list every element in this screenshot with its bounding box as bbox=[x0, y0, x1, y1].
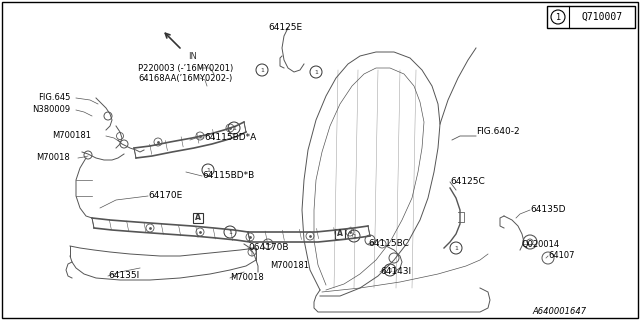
Text: N380009: N380009 bbox=[32, 106, 70, 115]
Text: 64170E: 64170E bbox=[148, 191, 182, 201]
Text: M70018: M70018 bbox=[36, 154, 70, 163]
Text: 64115BC: 64115BC bbox=[368, 239, 409, 249]
Text: 1: 1 bbox=[556, 12, 561, 21]
Text: 1: 1 bbox=[352, 234, 356, 238]
Text: 64135D: 64135D bbox=[530, 205, 566, 214]
Bar bbox=[193, 213, 203, 223]
Text: M70018: M70018 bbox=[230, 274, 264, 283]
Text: 1: 1 bbox=[314, 69, 318, 75]
Text: 1: 1 bbox=[260, 68, 264, 73]
Text: FIG.645: FIG.645 bbox=[38, 93, 70, 102]
Text: 64125E: 64125E bbox=[268, 23, 302, 33]
Text: 64115BD*A: 64115BD*A bbox=[204, 133, 256, 142]
Text: 64115BD*B: 64115BD*B bbox=[202, 172, 254, 180]
Bar bbox=[547, 6, 635, 28]
Text: 1: 1 bbox=[206, 167, 210, 172]
Text: 64125C: 64125C bbox=[450, 178, 484, 187]
Text: P220003 (-’16MY0201): P220003 (-’16MY0201) bbox=[138, 63, 233, 73]
Text: 1: 1 bbox=[388, 268, 392, 273]
Text: Q710007: Q710007 bbox=[581, 12, 623, 22]
Text: FIG.640-2: FIG.640-2 bbox=[476, 127, 520, 137]
Text: A: A bbox=[337, 229, 343, 238]
Text: 064170B: 064170B bbox=[248, 244, 289, 252]
Text: M700181: M700181 bbox=[270, 261, 309, 270]
Text: 64143I: 64143I bbox=[380, 268, 411, 276]
Text: 1: 1 bbox=[228, 229, 232, 235]
Text: 64168AA(’16MY0202-): 64168AA(’16MY0202-) bbox=[138, 74, 232, 83]
Text: A: A bbox=[195, 213, 201, 222]
Text: M700181: M700181 bbox=[52, 132, 91, 140]
Text: 64107: 64107 bbox=[548, 252, 575, 260]
Text: 1: 1 bbox=[454, 245, 458, 251]
Bar bbox=[335, 229, 345, 239]
Text: 1: 1 bbox=[232, 125, 236, 131]
Text: 64135I: 64135I bbox=[108, 271, 140, 281]
Text: A640001647: A640001647 bbox=[533, 308, 587, 316]
Text: IN: IN bbox=[188, 52, 197, 61]
Text: Q020014: Q020014 bbox=[522, 239, 560, 249]
